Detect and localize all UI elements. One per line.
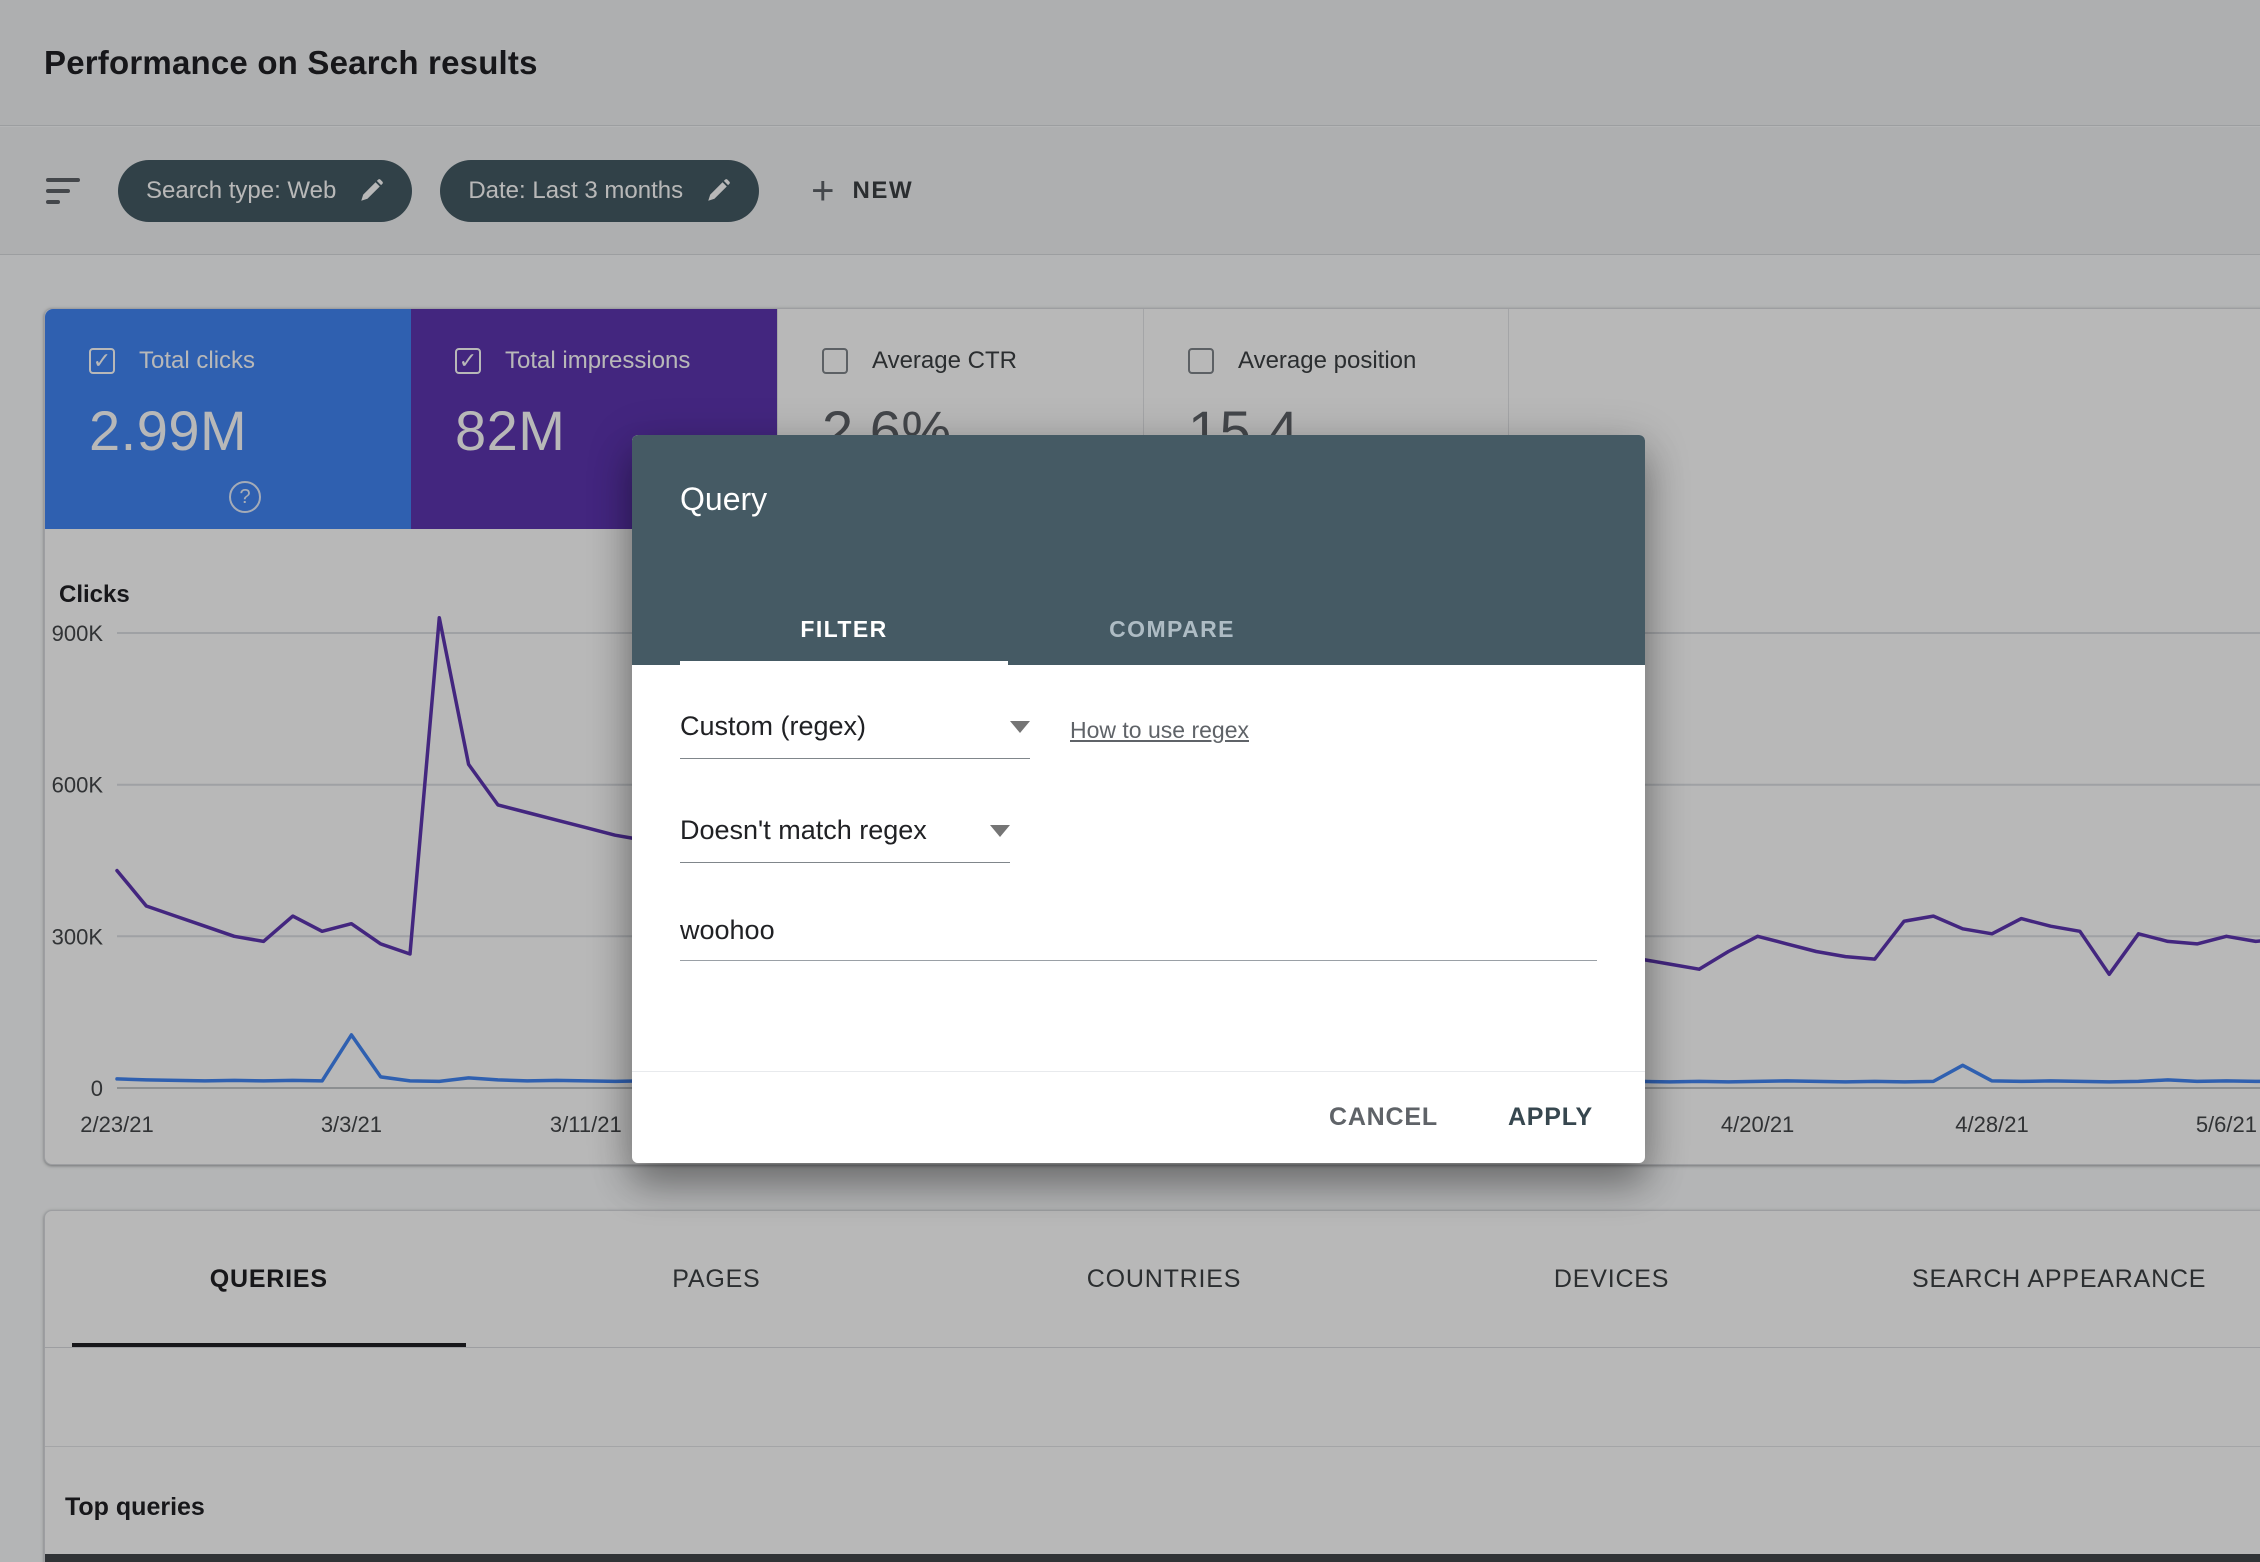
chevron-down-icon [990, 824, 1010, 837]
average-position-label: Average position [1238, 347, 1417, 374]
search-type-chip[interactable]: Search type: Web [118, 159, 413, 222]
dimension-tabs: QUERIES PAGES COUNTRIES DEVICES SEARCH A… [45, 1211, 2260, 1348]
dialog-tabs: FILTER COMPARE [680, 593, 1336, 665]
svg-text:0: 0 [91, 1076, 103, 1101]
chart-y-axis-title: Clicks [59, 581, 130, 608]
app-header: Performance on Search results [0, 0, 2260, 126]
date-range-chip-label: Date: Last 3 months [468, 176, 684, 204]
svg-text:4/28/21: 4/28/21 [1955, 1112, 2028, 1137]
total-clicks-card[interactable]: Total clicks 2.99M ? [45, 309, 411, 529]
new-filter-button[interactable]: + NEW [811, 171, 913, 211]
tab-search-appearance[interactable]: SEARCH APPEARANCE [1912, 1264, 2207, 1293]
filter-type-select-value: Custom (regex) [680, 711, 867, 741]
regex-help-link[interactable]: How to use regex [1070, 717, 1249, 743]
tab-filter[interactable]: FILTER [680, 593, 1008, 665]
dialog-header: Query FILTER COMPARE [632, 435, 1645, 665]
table-header-top-queries: Top queries [65, 1493, 205, 1521]
cancel-button[interactable]: CANCEL [1323, 1102, 1444, 1133]
dialog-body: Custom (regex) How to use regex Doesn't … [632, 665, 1645, 961]
match-type-select-value: Doesn't match regex [680, 815, 927, 845]
total-clicks-value: 2.99M [89, 399, 248, 462]
total-clicks-label: Total clicks [139, 347, 256, 374]
plus-icon: + [811, 168, 835, 213]
checkbox-checked-icon[interactable] [455, 348, 481, 374]
svg-text:3/11/21: 3/11/21 [550, 1112, 622, 1137]
tab-devices[interactable]: DEVICES [1553, 1264, 1670, 1293]
query-filter-dialog: Query FILTER COMPARE Custom (regex) How … [632, 435, 1645, 1163]
svg-text:900K: 900K [52, 621, 104, 646]
svg-text:4/20/21: 4/20/21 [1721, 1112, 1794, 1137]
page-title: Performance on Search results [44, 43, 538, 81]
svg-text:300K: 300K [52, 924, 104, 949]
chevron-down-icon [1010, 720, 1030, 733]
tab-compare[interactable]: COMPARE [1109, 615, 1235, 642]
svg-text:2/23/21: 2/23/21 [80, 1112, 153, 1137]
pencil-icon [361, 178, 384, 201]
dialog-title: Query [680, 481, 768, 517]
dimensions-card: QUERIES PAGES COUNTRIES DEVICES SEARCH A… [44, 1210, 2260, 1562]
tab-pages[interactable]: PAGES [672, 1264, 761, 1293]
match-type-select[interactable]: Doesn't match regex [680, 815, 1010, 863]
svg-text:3/3/21: 3/3/21 [321, 1112, 382, 1137]
filter-type-select[interactable]: Custom (regex) [680, 711, 1030, 759]
checkbox-unchecked-icon[interactable] [822, 348, 848, 374]
search-type-chip-label: Search type: Web [146, 176, 337, 204]
checkbox-unchecked-icon[interactable] [1188, 348, 1214, 374]
apply-button[interactable]: APPLY [1502, 1102, 1599, 1133]
table-header-strip [45, 1554, 2260, 1562]
total-impressions-value: 82M [455, 399, 566, 462]
average-ctr-label: Average CTR [872, 347, 1017, 374]
tab-queries[interactable]: QUERIES [45, 1211, 493, 1347]
checkbox-checked-icon[interactable] [89, 348, 115, 374]
date-range-chip[interactable]: Date: Last 3 months [440, 159, 760, 222]
dialog-footer: CANCEL APPLY [632, 1071, 1645, 1163]
pencil-icon [708, 178, 730, 201]
total-impressions-label: Total impressions [505, 347, 691, 374]
filter-list-icon[interactable] [46, 177, 80, 204]
table-toolbar-row [45, 1348, 2260, 1447]
new-filter-button-label: NEW [852, 176, 914, 204]
svg-text:5/6/21: 5/6/21 [2196, 1112, 2257, 1137]
filter-bar: Search type: Web Date: Last 3 months + N… [0, 127, 2260, 255]
tab-countries[interactable]: COUNTRIES [1086, 1264, 1242, 1293]
svg-text:600K: 600K [52, 773, 104, 798]
help-icon[interactable]: ? [229, 481, 261, 513]
regex-value-input[interactable]: woohoo [680, 915, 1597, 961]
